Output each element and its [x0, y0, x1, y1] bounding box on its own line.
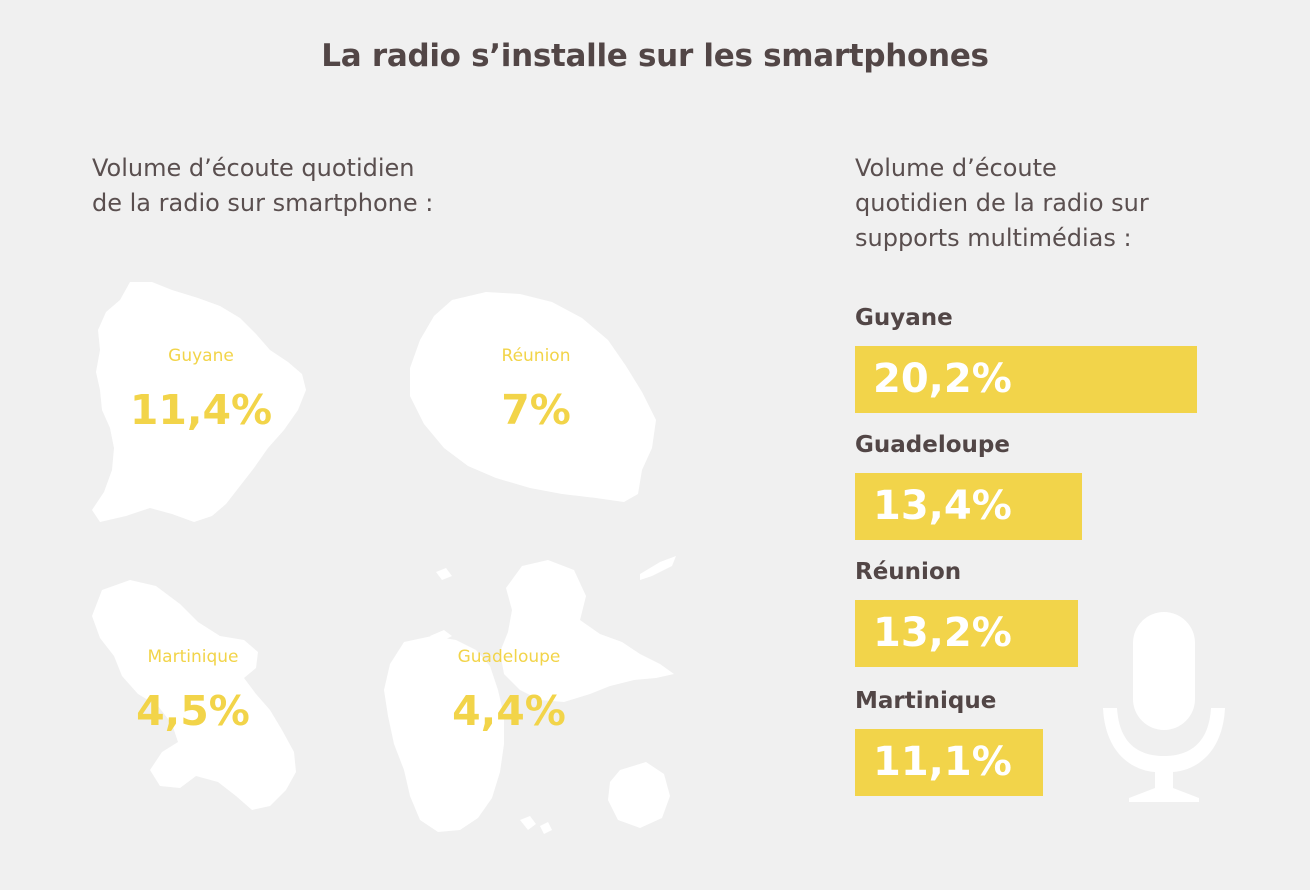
bar-group: Guadeloupe 13,4% [855, 429, 1082, 540]
guyane-label: Guyane [168, 346, 234, 366]
bar: 20,2% [855, 346, 1197, 413]
bar-value-label: 11,1% [873, 739, 1012, 785]
bar-category-label: Guyane [855, 305, 953, 331]
martinique-map-shape [92, 580, 296, 810]
bar-group: Guyane 20,2% [855, 302, 1197, 413]
smartphone-subtitle-line-1: Volume d’écoute quotidien [92, 154, 415, 182]
guadeloupe-value: 4,4% [452, 687, 566, 735]
bar-value-label: 13,2% [873, 610, 1012, 656]
guadeloupe-grande-terre-shape [500, 560, 674, 702]
bar-group: Martinique 11,1% [855, 685, 1043, 796]
multimedia-subtitle: Volume d’écoute quotidien de la radio su… [855, 151, 1149, 256]
bar: 13,2% [855, 600, 1078, 667]
guadeloupe-islet-shape [430, 568, 452, 642]
bar-value-label: 13,4% [873, 483, 1012, 529]
martinique-value: 4,5% [136, 687, 250, 735]
martinique-label: Martinique [148, 647, 239, 667]
guadeloupe-saintes-shape [520, 816, 552, 834]
multimedia-subtitle-line-1: Volume d’écoute [855, 154, 1057, 182]
bar-category-label: Réunion [855, 559, 962, 585]
guadeloupe-marie-galante-shape [608, 762, 670, 828]
bar: 13,4% [855, 473, 1082, 540]
smartphone-subtitle-line-2: de la radio sur smartphone : [92, 189, 434, 217]
reunion-label: Réunion [502, 346, 571, 366]
bar-group: Réunion 13,2% [855, 556, 1078, 667]
guyane-value: 11,4% [130, 386, 272, 434]
microphone-icon [1103, 612, 1225, 802]
guadeloupe-basse-terre-shape [384, 636, 504, 832]
guadeloupe-desirade-shape [640, 556, 676, 580]
reunion-map-shape [410, 292, 656, 502]
bar-category-label: Guadeloupe [855, 432, 1010, 458]
bar-value-label: 20,2% [873, 356, 1012, 402]
guadeloupe-label: Guadeloupe [458, 647, 561, 667]
guyane-map-shape [92, 282, 306, 522]
bar-category-label: Martinique [855, 688, 997, 714]
smartphone-subtitle: Volume d’écoute quotidien de la radio su… [92, 151, 433, 221]
reunion-value: 7% [501, 386, 571, 434]
multimedia-subtitle-line-2: quotidien de la radio sur [855, 189, 1149, 217]
page-title: La radio s’installe sur les smartphones [321, 38, 989, 74]
bar: 11,1% [855, 729, 1043, 796]
multimedia-subtitle-line-3: supports multimédias : [855, 224, 1132, 252]
